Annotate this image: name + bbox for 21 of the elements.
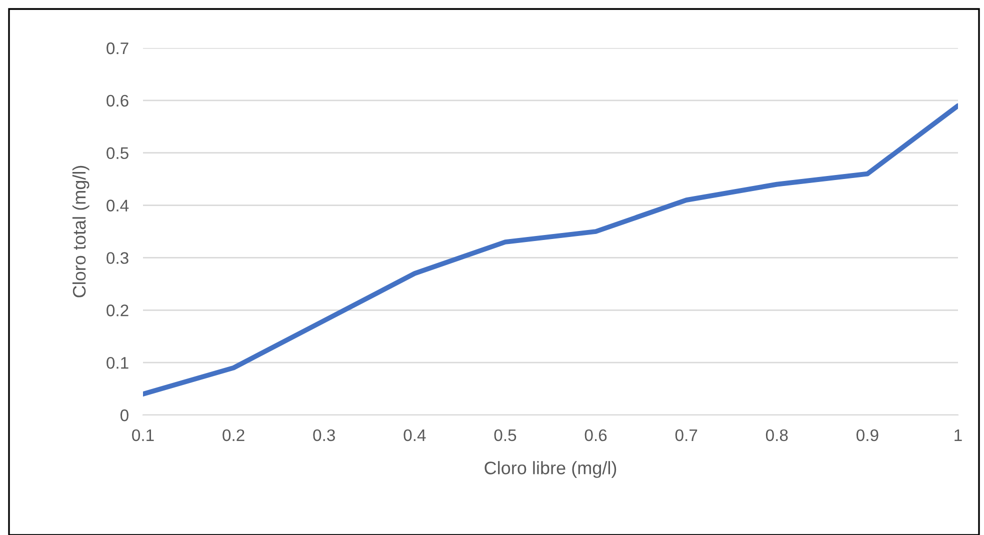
x-axis-title: Cloro libre (mg/l)	[484, 461, 616, 478]
x-tick-label: 0.1	[132, 429, 154, 442]
x-tick-label: 0.4	[404, 429, 426, 442]
x-tick-label: 0.7	[675, 429, 698, 442]
y-tick-label: 0.6	[106, 94, 128, 107]
y-tick-label: 0.3	[106, 252, 128, 264]
y-axis-title: Cloro total (mg/l)	[72, 166, 90, 298]
x-tick-label: 0.9	[856, 429, 878, 442]
y-tick-label: 0.5	[106, 147, 128, 160]
y-tick-label: 0.1	[106, 356, 128, 369]
x-tick-label: 0.2	[222, 429, 244, 442]
x-tick-label: 0.8	[766, 429, 788, 442]
x-tick-label: 0.3	[313, 429, 335, 442]
y-tick-label: 0	[120, 409, 128, 422]
x-tick-label: 0.5	[494, 429, 516, 442]
line-series	[143, 103, 958, 396]
y-tick-label: 0.2	[106, 304, 128, 316]
y-tick-label: 0.4	[106, 200, 129, 212]
x-tick-label: 1	[954, 430, 962, 441]
y-tick-label: 0.7	[106, 42, 128, 54]
x-tick-label: 0.6	[584, 429, 607, 442]
